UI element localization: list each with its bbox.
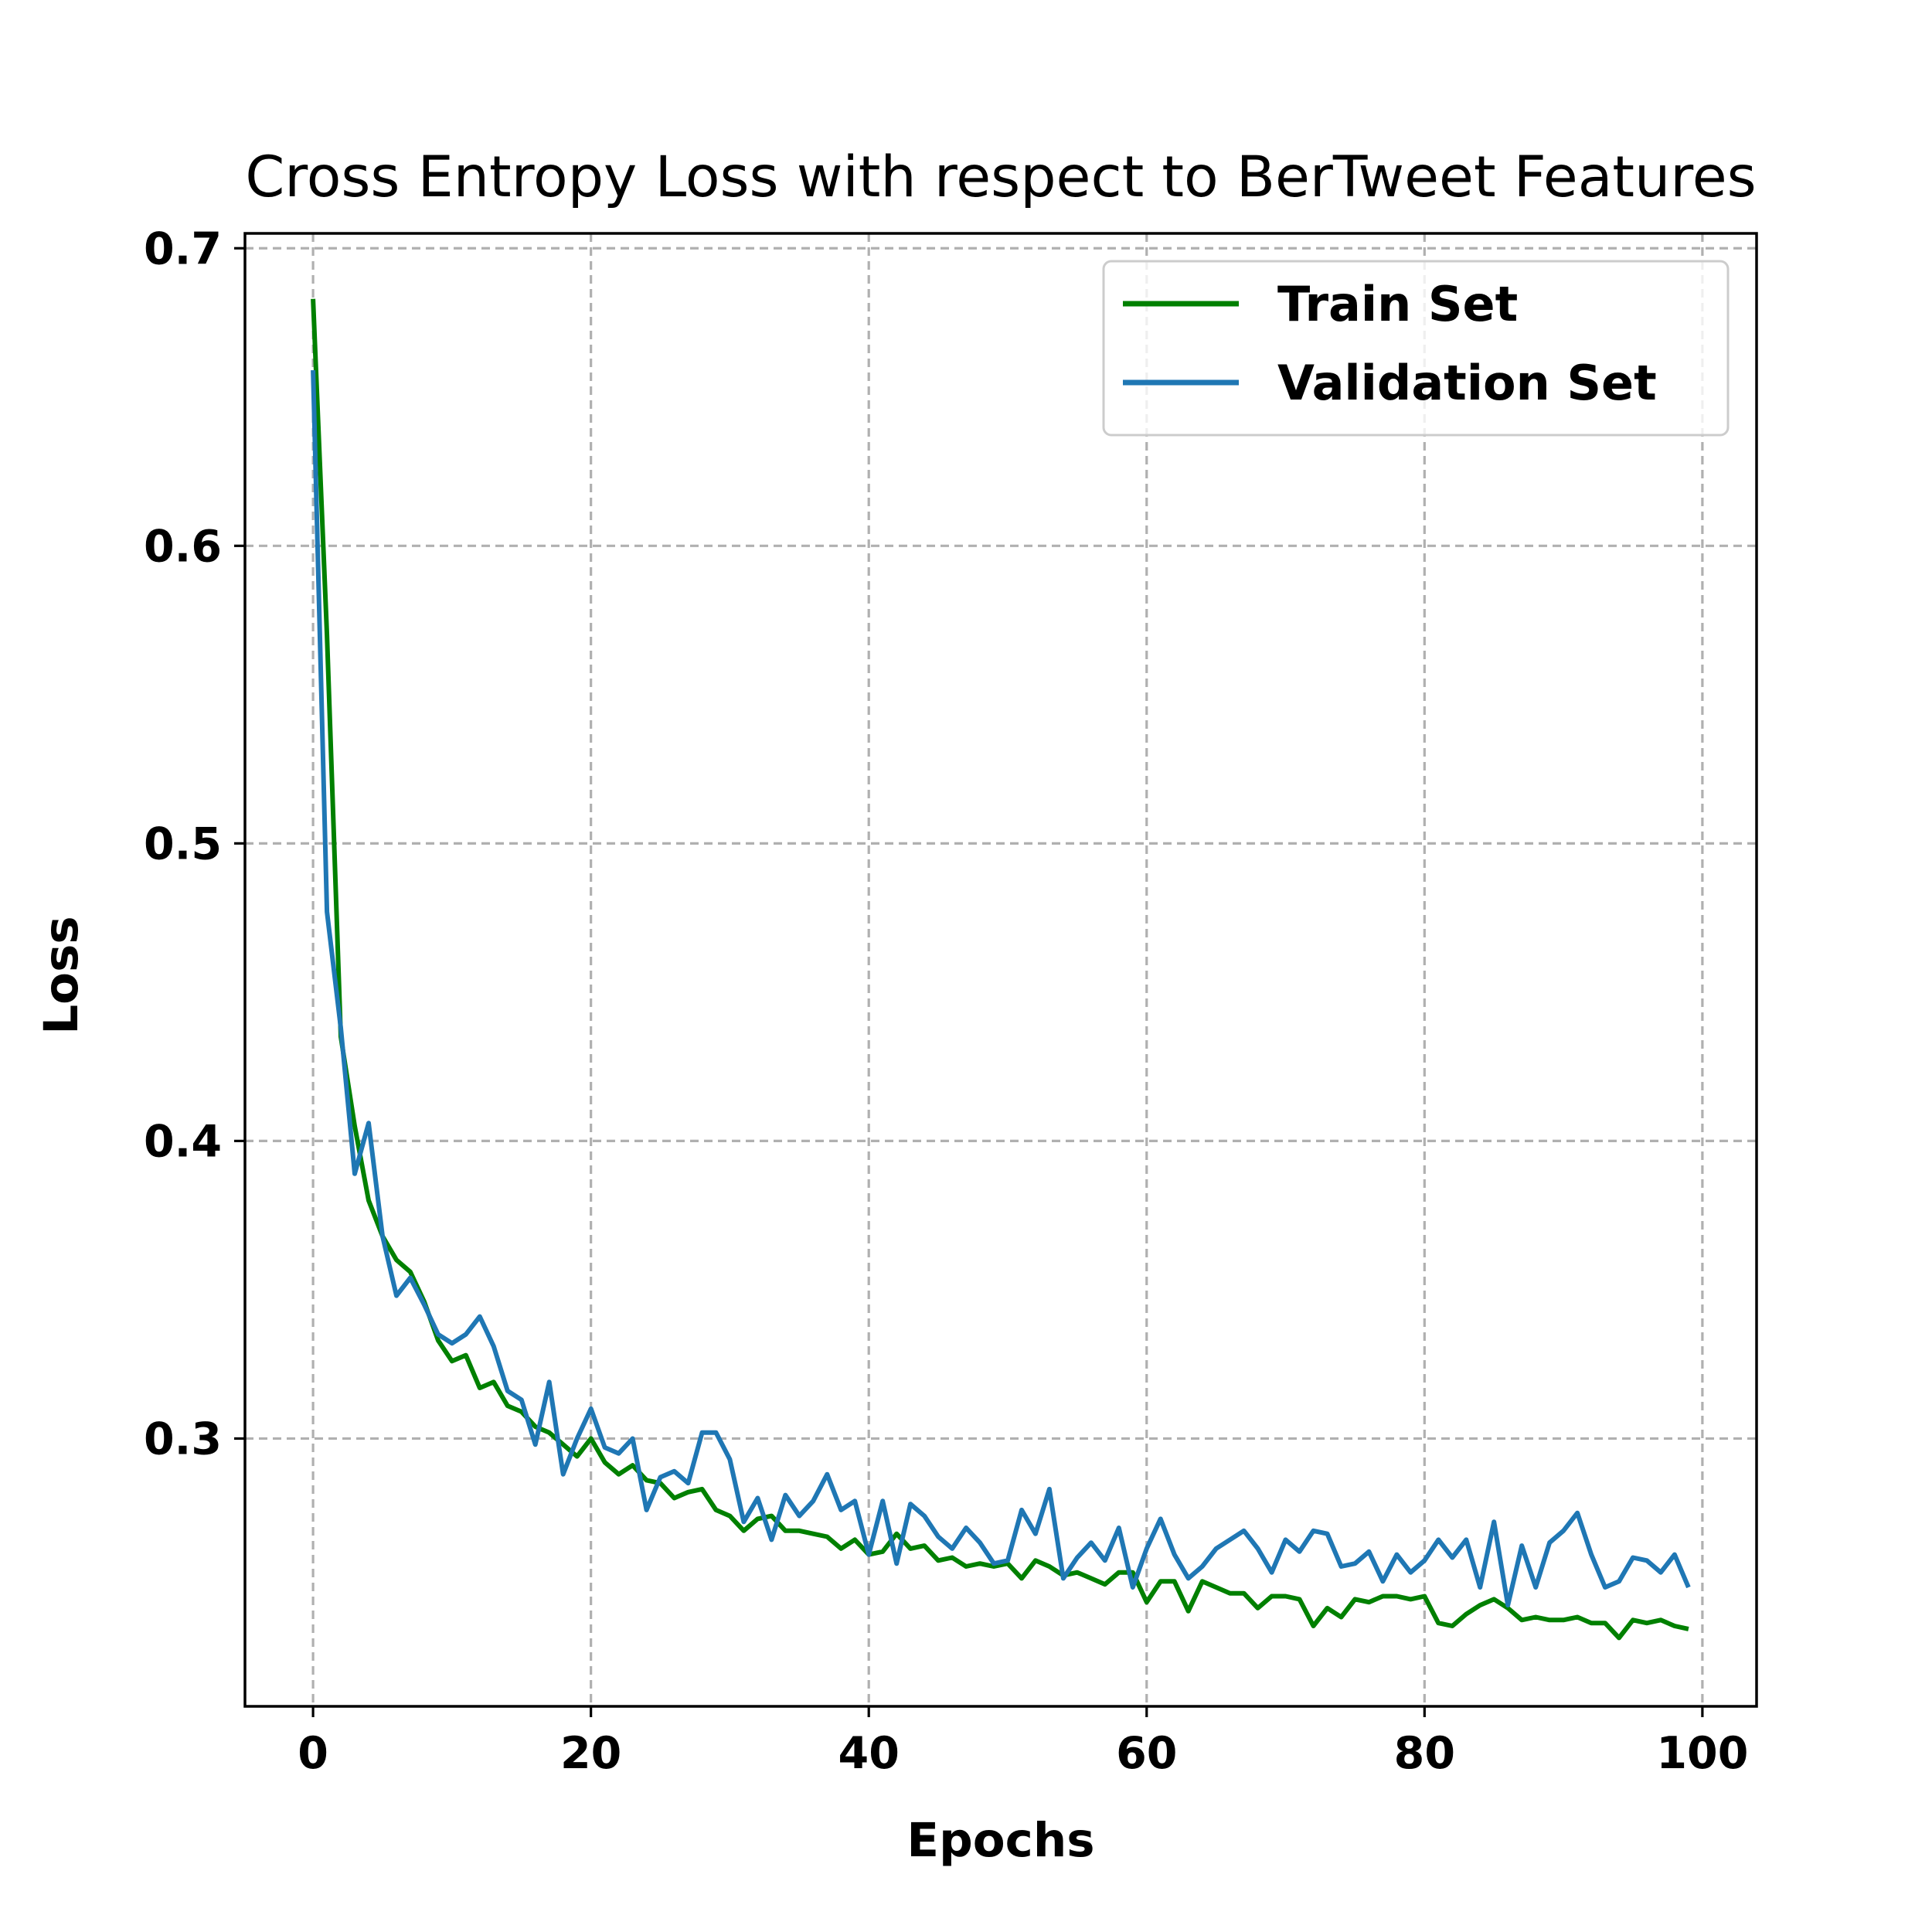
legend-label-train: Train Set — [1277, 276, 1518, 332]
y-tick-label: 0.3 — [144, 1413, 222, 1464]
x-axis-label: Epochs — [906, 1813, 1094, 1868]
y-tick-label: 0.6 — [144, 521, 222, 572]
x-tick-label: 80 — [1394, 1728, 1455, 1779]
axis-ticks: 0 20 40 60 80 100 0.3 0.4 0.5 0.6 0.7 — [144, 223, 1748, 1779]
train-set-line — [311, 298, 1689, 1641]
validation-set-line — [311, 370, 1691, 1608]
y-tick-label: 0.5 — [144, 818, 222, 869]
chart-title: Cross Entropy Loss with respect to BerTw… — [245, 145, 1756, 210]
legend-label-validation: Validation Set — [1277, 355, 1657, 411]
y-axis-label: Loss — [34, 916, 89, 1034]
x-tick-label: 100 — [1656, 1728, 1748, 1779]
x-tick-label: 20 — [560, 1728, 621, 1779]
x-tick-label: 40 — [838, 1728, 900, 1779]
x-tick-label: 0 — [298, 1728, 328, 1779]
x-tick-label: 60 — [1116, 1728, 1177, 1779]
y-tick-label: 0.7 — [144, 223, 222, 274]
legend: Train Set Validation Set — [1102, 260, 1730, 437]
legend-box — [1102, 260, 1730, 437]
y-tick-label: 0.4 — [144, 1116, 222, 1167]
plot-frame — [243, 232, 1758, 1708]
series-lines — [311, 298, 1691, 1641]
grid — [245, 233, 1757, 1706]
